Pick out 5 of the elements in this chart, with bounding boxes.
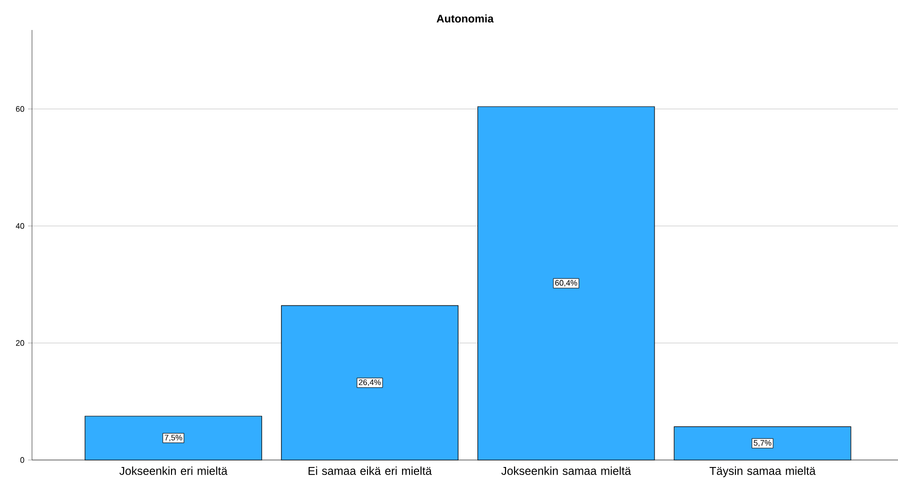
- x-tick-label: Ei samaa eikä eri mieltä: [308, 466, 432, 475]
- x-tick-label: Jokseenkin samaa mieltä: [501, 466, 632, 475]
- chart-title: Autonomia: [436, 14, 494, 22]
- x-tick-label: Täysin samaa mieltä: [710, 466, 816, 478]
- x-tick-label: Jokseenkin eri mieltä: [119, 466, 228, 475]
